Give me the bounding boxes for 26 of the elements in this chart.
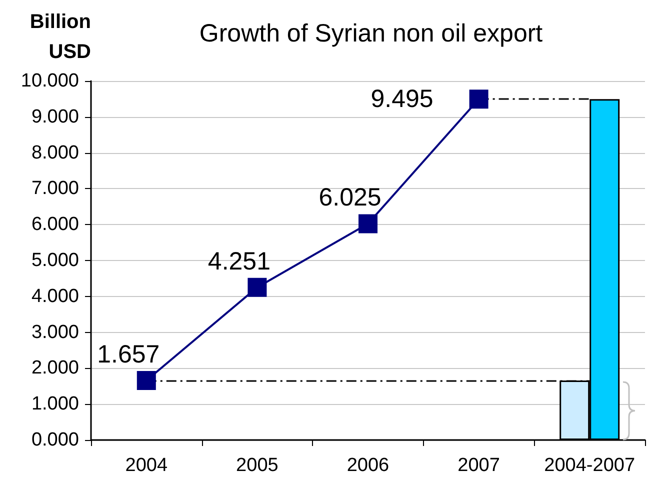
point	[248, 278, 267, 297]
y-tick-label: 8.000	[31, 142, 79, 164]
x-tick-label: 2004	[125, 455, 168, 476]
point	[136, 371, 156, 390]
data-label: 9.495	[370, 85, 434, 114]
point	[469, 90, 488, 109]
x-tick-label: 2004-2007	[544, 455, 636, 476]
y-tick-label: 4.000	[31, 286, 79, 307]
x-tick-label: 2005	[236, 455, 278, 476]
y-tick-label: 7.000	[31, 178, 79, 200]
y-tick-label: 9.000	[31, 106, 79, 128]
y-axis-title: Billion USD	[30, 11, 91, 63]
y-tick-label: 5.000	[31, 250, 79, 271]
data-label: 4.251	[208, 247, 270, 276]
y-tick-label: 2.000	[31, 358, 79, 379]
y-tick-label: 1.000	[31, 394, 79, 415]
y-tick-label: 3.000	[31, 322, 79, 343]
x-tick-label: 2007	[458, 455, 500, 476]
point	[358, 214, 378, 234]
data-label: 1.657	[97, 340, 160, 369]
y-tick-label: 6.000	[31, 214, 79, 236]
y-tick-label: 0.000	[31, 430, 79, 450]
chart-title: Growth of Syrian non oil export	[199, 20, 543, 48]
y-tick-label: 10.000	[20, 70, 79, 92]
x-tick-label: 2006	[346, 455, 390, 476]
data-label: 6.025	[318, 184, 382, 212]
